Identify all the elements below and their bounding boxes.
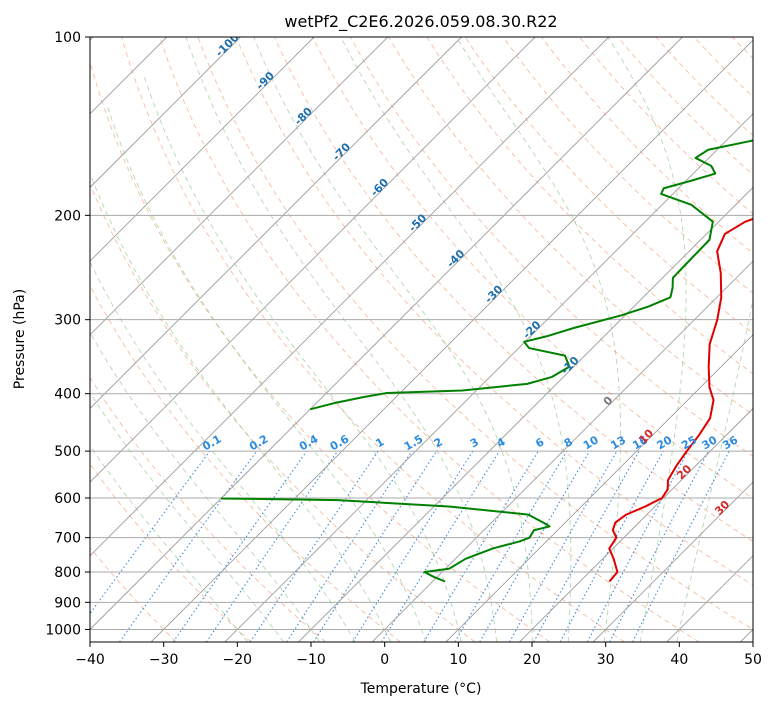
- y-tick-label: 100: [54, 30, 81, 46]
- dewpoint-profile: [309, 139, 753, 411]
- y-axis-title: Pressure (hPa): [12, 289, 28, 389]
- isotherm: [90, 37, 536, 483]
- dry-adiabat: [388, 37, 753, 416]
- mixing-ratio-line: [352, 450, 474, 642]
- isotherm: [519, 407, 753, 642]
- y-tick-label: 300: [54, 313, 81, 329]
- x-tick-label: 20: [523, 652, 541, 668]
- x-tick-label: 50: [744, 652, 762, 668]
- mixing-ratio-line: [559, 450, 664, 642]
- y-tick-label: 400: [54, 387, 81, 403]
- mixing-ratio-line: [479, 450, 591, 642]
- plot-background: [90, 37, 753, 642]
- background-lines: [90, 37, 775, 642]
- dry-adiabat: [426, 37, 753, 375]
- moist-adiabat: [90, 172, 391, 642]
- moist-adiabat: [90, 445, 248, 642]
- x-axis: −40 −30 −20 −10 0 10 20 30 40 50: [75, 642, 762, 668]
- y-tick-label: 700: [54, 531, 81, 547]
- dry-adiabat: [90, 376, 326, 642]
- profile-lines: [220, 139, 753, 583]
- moist-adiabat: [340, 37, 572, 642]
- isotherm: [298, 186, 753, 642]
- isotherm-label: 40: [750, 533, 770, 553]
- x-tick-label: −30: [149, 652, 179, 668]
- y-tick-label: 600: [54, 491, 81, 507]
- isotherm: [90, 37, 610, 557]
- isotherm: [90, 37, 683, 631]
- moist-adiabat: [142, 72, 462, 642]
- mixing-ratio-line: [119, 450, 258, 642]
- dry-adiabat: [312, 37, 753, 500]
- mixing-ratio-line: [454, 450, 568, 642]
- isotherm: [90, 37, 389, 336]
- moist-adiabat: [106, 104, 427, 642]
- x-tick-label: 10: [449, 652, 467, 668]
- dewpoint-profile-lower: [220, 497, 551, 583]
- moist-adiabat: [90, 331, 320, 642]
- mixing-ratio-line: [313, 450, 438, 642]
- y-tick-label: 200: [54, 208, 81, 224]
- isotherm: [90, 37, 315, 262]
- y-axis: 100 200 300 400 500 600 700 800 900 1000: [45, 30, 90, 638]
- y-tick-label: 1000: [45, 622, 81, 638]
- x-tick-label: −40: [75, 652, 105, 668]
- mixing-ratio-line: [205, 450, 338, 642]
- y-tick-label: 500: [54, 444, 81, 460]
- mixing-ratio-line: [423, 450, 539, 642]
- isotherm: [90, 37, 462, 410]
- x-axis-title: Temperature (°C): [360, 681, 482, 697]
- x-tick-label: −20: [223, 652, 253, 668]
- y-tick-label: 800: [54, 565, 81, 581]
- mixing-ratio-line: [509, 450, 618, 642]
- isotherm: [150, 39, 753, 642]
- mixing-ratio-line: [381, 450, 500, 642]
- isotherm: [224, 113, 753, 642]
- x-tick-label: 0: [380, 652, 389, 668]
- dry-adiabat: [121, 37, 625, 642]
- moist-adiabat: [253, 37, 533, 642]
- plot-frame: [89, 36, 754, 643]
- dry-adiabat: [90, 284, 401, 642]
- temperature-profile: [608, 217, 753, 583]
- moist-adiabat: [90, 391, 285, 642]
- x-tick-label: 30: [597, 652, 615, 668]
- dry-adiabat: [235, 37, 753, 586]
- isotherm: [592, 481, 753, 642]
- mixing-ratio-line: [172, 450, 308, 642]
- chart-title: wetPf2_C2E6.2026.059.08.30.R22: [284, 12, 557, 32]
- mixing-ratio-line: [90, 450, 211, 615]
- x-tick-label: −10: [296, 652, 326, 668]
- isotherm: [90, 37, 241, 189]
- y-tick-label: 900: [54, 595, 81, 611]
- isotherm: [445, 334, 753, 642]
- x-tick-label: 40: [670, 652, 688, 668]
- dry-adiabat: [770, 37, 775, 642]
- dry-adiabat: [197, 37, 753, 630]
- isotherm: [371, 260, 753, 642]
